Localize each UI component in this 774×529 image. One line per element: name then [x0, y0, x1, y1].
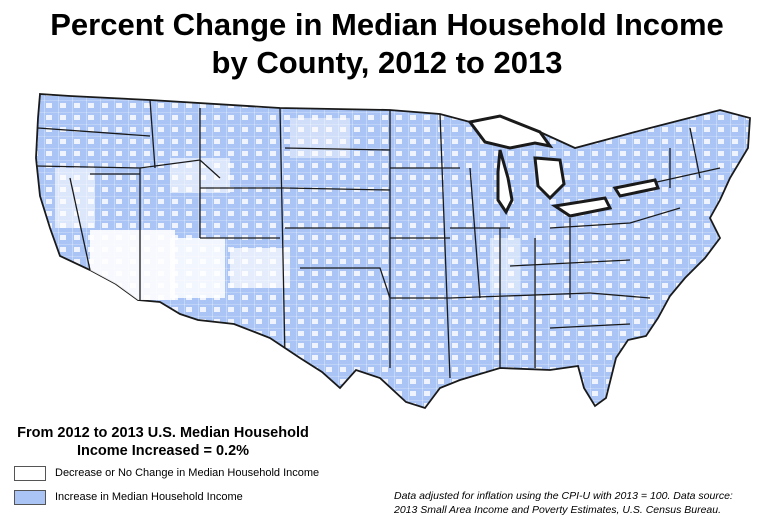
legend-swatch-increase: [14, 489, 46, 505]
legend-item-decrease: Decrease or No Change in Median Househol…: [14, 463, 319, 483]
source-note: Data adjusted for inflation using the CP…: [394, 489, 764, 517]
note-line-2: 2013 Small Area Income and Poverty Estim…: [394, 504, 722, 516]
note-line-1: Data adjusted for inflation using the CP…: [394, 490, 733, 502]
legend-label-increase: Increase in Median Household Income: [55, 491, 243, 503]
summary-line-1: From 2012 to 2013 U.S. Median Household: [17, 425, 309, 441]
title-line-2: by County, 2012 to 2013: [211, 45, 563, 80]
map-legend: Decrease or No Change in Median Househol…: [14, 463, 319, 511]
summary-line-2: Income Increased = 0.2%: [76, 443, 250, 459]
title-line-1: Percent Change in Median Household Incom…: [50, 7, 724, 42]
legend-swatch-decrease: [14, 465, 46, 481]
state-borders: [36, 99, 721, 379]
county-map-svg: [35, 93, 751, 410]
decrease-regions: [55, 118, 520, 300]
great-lakes: [467, 114, 661, 218]
map-title: Percent Change in Median Household Incom…: [0, 6, 774, 82]
summary-text: From 2012 to 2013 U.S. Median Household …: [8, 424, 318, 460]
us-county-map: [30, 88, 774, 418]
legend-label-decrease: Decrease or No Change in Median Househol…: [55, 467, 320, 479]
legend-item-increase: Increase in Median Household Income: [14, 487, 319, 507]
